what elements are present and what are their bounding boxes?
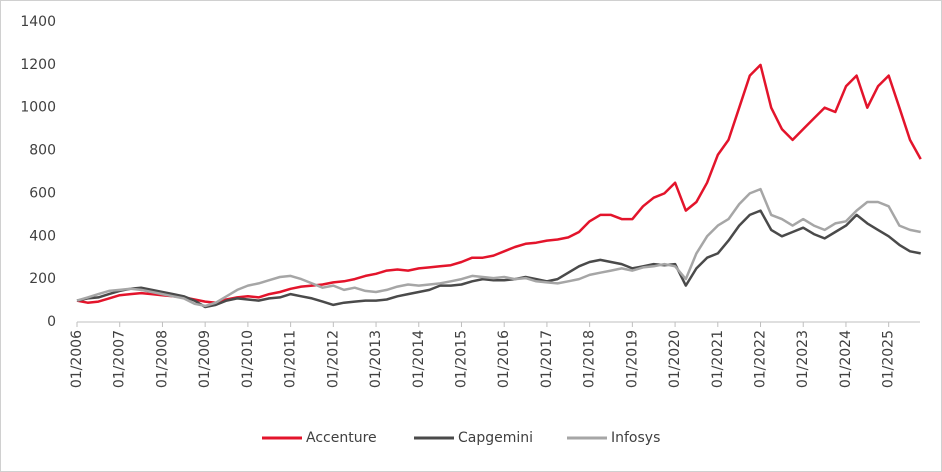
- y-tick-label: 1000: [20, 100, 56, 116]
- x-tick-label: 01/2018: [582, 330, 598, 388]
- y-tick-label: 1200: [20, 57, 56, 73]
- legend-label: Capgemini: [458, 430, 533, 446]
- legend-label: Infosys: [611, 430, 660, 446]
- x-tick-label: 01/2007: [112, 330, 128, 388]
- x-tick-label: 01/2009: [197, 330, 213, 388]
- x-tick-label: 01/2024: [838, 330, 854, 388]
- y-tick-label: 1400: [20, 14, 56, 30]
- x-tick-label: 01/2014: [411, 330, 427, 388]
- y-tick-label: 200: [29, 271, 56, 287]
- x-tick-label: 01/2006: [69, 330, 85, 388]
- y-tick-label: 400: [29, 228, 56, 244]
- y-tick-label: 800: [29, 143, 56, 159]
- x-tick-label: 01/2013: [368, 330, 384, 388]
- x-tick-label: 01/2011: [283, 330, 299, 388]
- y-tick-label: 0: [47, 314, 56, 330]
- x-tick-label: 01/2023: [795, 330, 811, 388]
- x-tick-label: 01/2012: [325, 330, 341, 388]
- legend-label: Accenture: [306, 430, 377, 446]
- x-tick-label: 01/2021: [710, 330, 726, 388]
- x-tick-label: 01/2016: [496, 330, 512, 388]
- x-tick-label: 01/2025: [881, 330, 897, 388]
- x-tick-label: 01/2010: [240, 330, 256, 388]
- line-series: [76, 187, 921, 308]
- line-series: [76, 209, 921, 309]
- x-tick-label: 01/2019: [624, 330, 640, 388]
- x-tick-label: 01/2022: [753, 330, 769, 388]
- x-tick-label: 01/2020: [667, 330, 683, 388]
- x-tick-label: 01/2015: [453, 330, 469, 388]
- x-tick-label: 01/2017: [539, 330, 555, 388]
- x-tick-label: 01/2008: [154, 330, 170, 388]
- y-tick-label: 600: [29, 185, 56, 201]
